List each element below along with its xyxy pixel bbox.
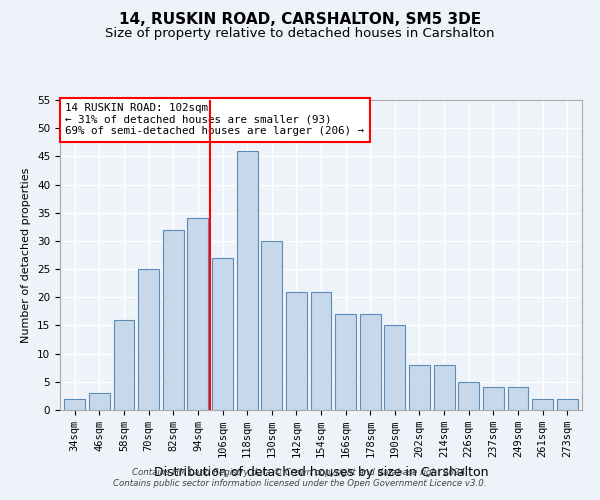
Bar xyxy=(64,398,85,410)
Text: Contains HM Land Registry data © Crown copyright and database right 2024.
Contai: Contains HM Land Registry data © Crown c… xyxy=(113,468,487,487)
Bar xyxy=(458,382,479,410)
Bar xyxy=(261,241,282,410)
Bar xyxy=(385,326,406,410)
Bar xyxy=(483,388,504,410)
Bar xyxy=(508,388,529,410)
Bar xyxy=(113,320,134,410)
Bar xyxy=(557,398,578,410)
Bar xyxy=(434,365,455,410)
Text: Size of property relative to detached houses in Carshalton: Size of property relative to detached ho… xyxy=(105,28,495,40)
Bar xyxy=(360,314,381,410)
Text: 14, RUSKIN ROAD, CARSHALTON, SM5 3DE: 14, RUSKIN ROAD, CARSHALTON, SM5 3DE xyxy=(119,12,481,26)
Bar xyxy=(187,218,208,410)
X-axis label: Distribution of detached houses by size in Carshalton: Distribution of detached houses by size … xyxy=(154,466,488,478)
Text: 14 RUSKIN ROAD: 102sqm
← 31% of detached houses are smaller (93)
69% of semi-det: 14 RUSKIN ROAD: 102sqm ← 31% of detached… xyxy=(65,103,364,136)
Bar xyxy=(311,292,331,410)
Bar xyxy=(89,393,110,410)
Y-axis label: Number of detached properties: Number of detached properties xyxy=(22,168,31,342)
Bar xyxy=(335,314,356,410)
Bar xyxy=(138,269,159,410)
Bar xyxy=(212,258,233,410)
Bar xyxy=(532,398,553,410)
Bar xyxy=(409,365,430,410)
Bar xyxy=(286,292,307,410)
Bar xyxy=(163,230,184,410)
Bar xyxy=(236,150,257,410)
